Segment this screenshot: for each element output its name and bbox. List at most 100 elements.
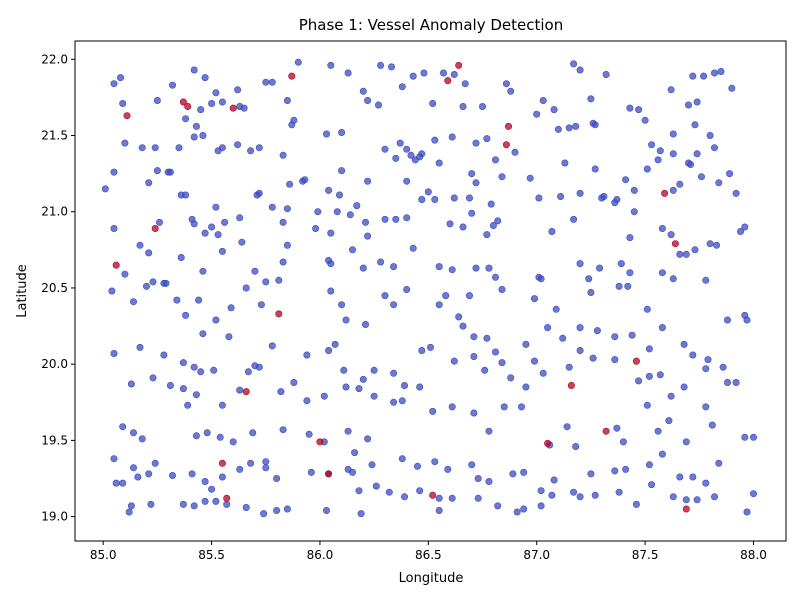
x-tick-label: 86.5 xyxy=(415,548,442,562)
point-normal xyxy=(210,366,218,374)
point-normal xyxy=(481,366,489,374)
point-normal xyxy=(585,275,593,283)
point-normal xyxy=(626,104,634,112)
point-anomaly xyxy=(229,104,237,112)
point-normal xyxy=(749,490,757,498)
point-normal xyxy=(387,63,395,71)
point-normal xyxy=(669,130,677,138)
point-anomaly xyxy=(325,470,333,478)
point-normal xyxy=(563,423,571,431)
point-normal xyxy=(641,116,649,124)
point-normal xyxy=(303,351,311,359)
point-normal xyxy=(355,487,363,495)
point-normal xyxy=(169,471,177,479)
point-normal xyxy=(247,459,255,467)
point-normal xyxy=(589,354,597,362)
point-normal xyxy=(212,89,220,97)
point-normal xyxy=(179,359,187,367)
point-normal xyxy=(459,322,467,330)
point-anomaly xyxy=(455,61,463,69)
point-normal xyxy=(444,465,452,473)
point-normal xyxy=(468,209,476,217)
point-normal xyxy=(357,510,365,518)
point-normal xyxy=(353,202,361,210)
point-normal xyxy=(530,295,538,303)
point-normal xyxy=(474,474,482,482)
point-anomaly xyxy=(184,103,192,111)
point-normal xyxy=(279,151,287,159)
point-normal xyxy=(431,196,439,204)
point-normal xyxy=(450,71,458,79)
point-normal xyxy=(611,356,619,364)
y-tick-label: 19.0 xyxy=(41,510,68,524)
point-normal xyxy=(218,473,226,481)
point-normal xyxy=(236,103,244,111)
point-normal xyxy=(702,365,710,373)
point-normal xyxy=(381,145,389,153)
point-normal xyxy=(680,383,688,391)
point-normal xyxy=(741,433,749,441)
point-normal xyxy=(251,362,259,370)
point-normal xyxy=(689,351,697,359)
point-normal xyxy=(138,144,146,152)
point-normal xyxy=(279,218,287,226)
point-normal xyxy=(208,485,216,493)
point-normal xyxy=(396,139,404,147)
point-normal xyxy=(221,218,229,226)
point-anomaly xyxy=(444,77,452,85)
point-normal xyxy=(719,363,727,371)
point-normal xyxy=(390,369,398,377)
point-normal xyxy=(283,97,291,105)
point-normal xyxy=(403,285,411,293)
point-normal xyxy=(676,473,684,481)
point-normal xyxy=(242,284,250,292)
point-normal xyxy=(700,72,708,80)
point-anomaly xyxy=(682,505,690,513)
point-normal xyxy=(190,220,198,228)
point-normal xyxy=(398,83,406,91)
point-normal xyxy=(472,264,480,272)
point-normal xyxy=(212,203,220,211)
point-normal xyxy=(416,153,424,161)
point-normal xyxy=(166,168,174,176)
point-normal xyxy=(587,470,595,478)
point-anomaly xyxy=(544,439,552,447)
point-normal xyxy=(201,477,209,485)
point-normal xyxy=(381,292,389,300)
point-normal xyxy=(130,429,138,437)
point-normal xyxy=(435,159,443,167)
point-normal xyxy=(526,174,534,182)
y-tick-label: 22.0 xyxy=(41,52,68,66)
point-normal xyxy=(435,506,443,514)
point-normal xyxy=(522,340,530,348)
point-normal xyxy=(682,496,690,504)
point-normal xyxy=(160,279,168,287)
point-normal xyxy=(355,385,363,393)
point-normal xyxy=(273,474,281,482)
point-normal xyxy=(470,333,478,341)
point-normal xyxy=(669,493,677,501)
point-normal xyxy=(216,433,224,441)
point-normal xyxy=(199,132,207,140)
point-normal xyxy=(615,488,623,496)
x-tick-label: 87.0 xyxy=(523,548,550,562)
point-normal xyxy=(591,165,599,173)
point-normal xyxy=(557,193,565,201)
point-normal xyxy=(130,464,138,472)
point-normal xyxy=(119,423,127,431)
plot-frame xyxy=(74,40,787,542)
point-normal xyxy=(136,343,144,351)
point-normal xyxy=(260,510,268,518)
point-normal xyxy=(279,258,287,266)
point-normal xyxy=(153,97,161,105)
point-normal xyxy=(338,129,346,137)
point-normal xyxy=(403,145,411,153)
point-normal xyxy=(565,363,573,371)
point-normal xyxy=(658,269,666,277)
point-normal xyxy=(548,228,556,236)
point-normal xyxy=(691,121,699,129)
point-normal xyxy=(509,470,517,478)
point-normal xyxy=(507,87,515,95)
